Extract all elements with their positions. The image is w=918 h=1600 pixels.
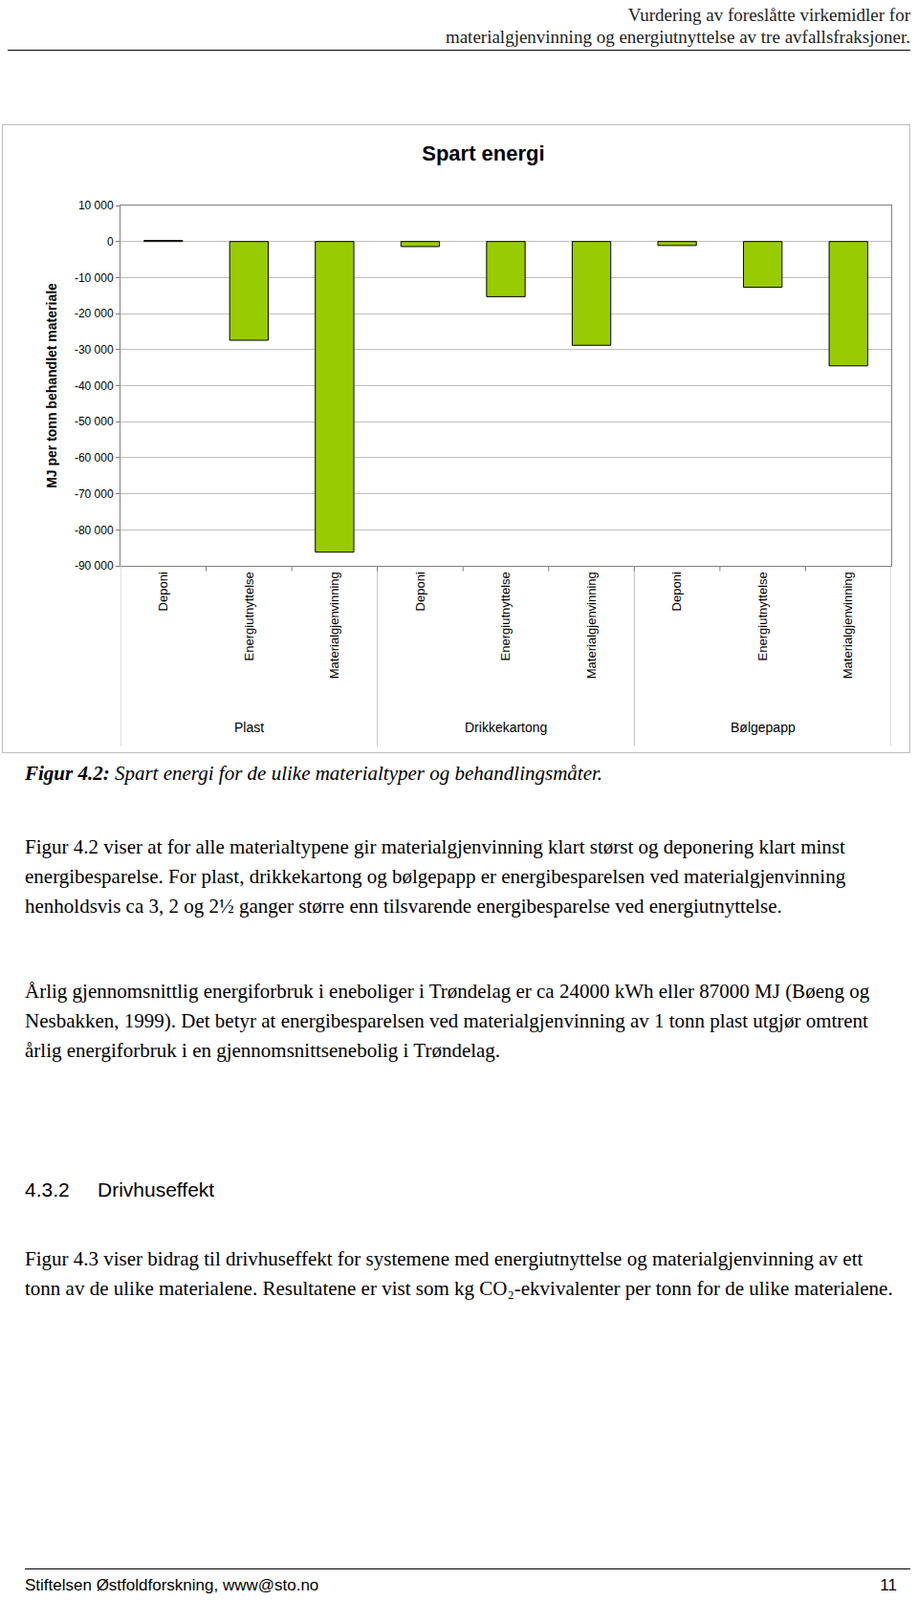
- svg-text:Drikkekartong: Drikkekartong: [464, 720, 547, 736]
- svg-text:Plast: Plast: [234, 720, 264, 736]
- svg-text:Energiutnyttelse: Energiutnyttelse: [241, 571, 257, 661]
- html-text:4.3.2: 4.3.2: [24, 1179, 70, 1202]
- svg-text:-50 000: -50 000: [74, 415, 114, 429]
- svg-text:10 000: 10 000: [78, 198, 114, 213]
- svg-text:Materialgjenvinning: Materialgjenvinning: [840, 571, 855, 679]
- html-text:Årlig gjennomsnittlig energifo: Årlig gjennomsnittlig energiforbruk i en…: [24, 980, 870, 1063]
- svg-text:Materialgjenvinning: Materialgjenvinning: [584, 571, 599, 679]
- html-text:Figur 4.2: Spart energi for de: Figur 4.2: Spart energi for de ulike mat…: [24, 762, 603, 786]
- svg-text:-80 000: -80 000: [74, 524, 114, 538]
- html-text:Figur 4.3 viser bidrag til dri: Figur 4.3 viser bidrag til drivhuseffekt…: [24, 1247, 893, 1301]
- html-text:Stiftelsen Østfoldforskning, w: Stiftelsen Østfoldforskning, www@sto.no: [24, 1576, 319, 1596]
- svg-text:-90 000: -90 000: [74, 559, 114, 573]
- svg-text:0: 0: [107, 235, 114, 249]
- svg-text:Energiutnyttelse: Energiutnyttelse: [755, 571, 770, 661]
- svg-text:Deponi: Deponi: [413, 571, 428, 612]
- svg-text:Deponi: Deponi: [155, 571, 171, 612]
- svg-text:Bølgepapp: Bølgepapp: [730, 720, 796, 736]
- svg-text:MJ per tonn behandlet material: MJ per tonn behandlet materiale: [43, 283, 60, 489]
- svg-text:Spart energi: Spart energi: [421, 141, 545, 166]
- svg-text:-10 000: -10 000: [74, 271, 114, 285]
- html-text:Vurdering av foreslåtte virkem: Vurdering av foreslåtte virkemidler for: [627, 4, 911, 25]
- svg-text:Materialgjenvinning: Materialgjenvinning: [327, 571, 342, 679]
- svg-text:Energiutnyttelse: Energiutnyttelse: [498, 571, 513, 661]
- svg-text:Deponi: Deponi: [669, 571, 684, 612]
- html-text:Drivhuseffekt: Drivhuseffekt: [97, 1179, 215, 1202]
- html-text:materialgjenvinning og energiu: materialgjenvinning og energiutnyttelse …: [445, 26, 911, 47]
- svg-text:-20 000: -20 000: [74, 306, 114, 321]
- svg-text:-70 000: -70 000: [74, 487, 114, 502]
- svg-text:-40 000: -40 000: [74, 379, 114, 394]
- html-text:11: 11: [880, 1576, 897, 1596]
- html-text:Figur 4.2 viser at for alle ma: Figur 4.2 viser at for alle materialtype…: [24, 835, 846, 918]
- svg-text:-30 000: -30 000: [74, 343, 114, 357]
- svg-text:-60 000: -60 000: [74, 451, 114, 465]
